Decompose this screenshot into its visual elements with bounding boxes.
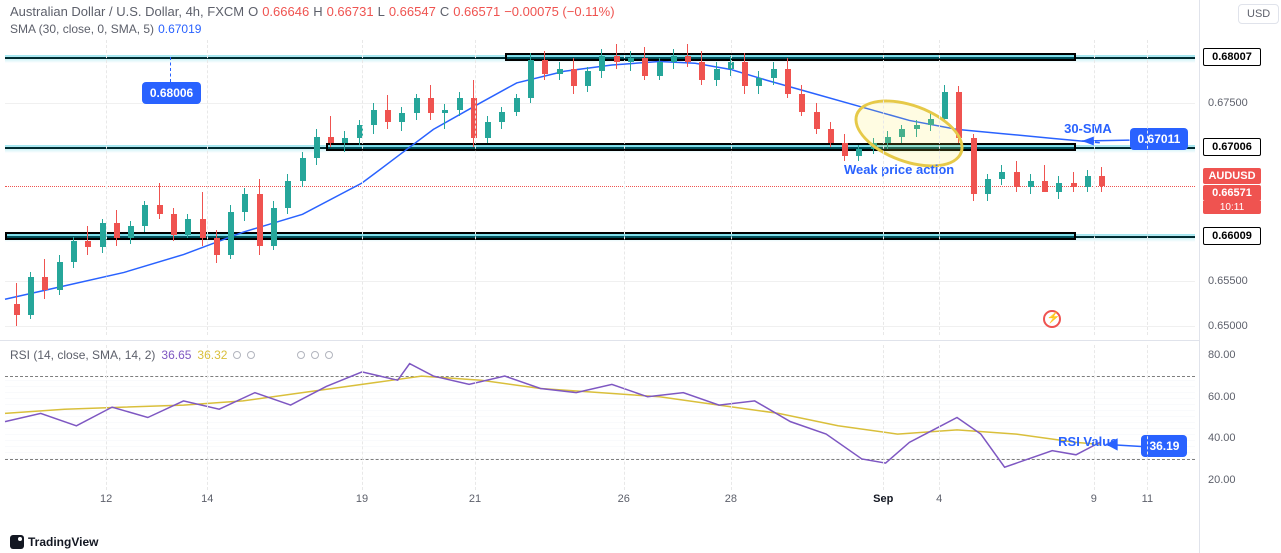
tradingview-icon	[10, 535, 24, 549]
time-tick: 26	[618, 493, 630, 505]
rsi-title-row: RSI (14, close, SMA, 14, 2) 36.65 36.32	[10, 348, 333, 362]
chart-area[interactable]: 30-SMA0.670110.68006Weak price action RS…	[0, 0, 1200, 553]
tradingview-logo[interactable]: TradingView	[10, 535, 98, 549]
price-level-badge: 0.68007	[1203, 48, 1261, 66]
time-tick: 9	[1091, 493, 1097, 505]
indicator-dot-icon	[247, 351, 255, 359]
time-tick: Sep	[873, 493, 893, 505]
rsi-panel[interactable]: RSI Value36.19	[5, 345, 1195, 490]
indicator-dot-icon	[311, 351, 319, 359]
rsi-tick: 20.00	[1200, 474, 1281, 486]
rsi-val2: 36.32	[197, 348, 227, 362]
indicator-dot-icon	[325, 351, 333, 359]
rsi-tick: 40.00	[1200, 432, 1281, 444]
time-tick: 14	[201, 493, 213, 505]
price-tick: 0.67500	[1200, 97, 1281, 109]
time-tick: 12	[100, 493, 112, 505]
price-tick: 0.65500	[1200, 275, 1281, 287]
indicator-dot-icon	[297, 351, 305, 359]
weak-price-label: Weak price action	[844, 162, 954, 177]
tradingview-text: TradingView	[28, 535, 98, 549]
time-tick: 21	[469, 493, 481, 505]
time-tick: 11	[1142, 493, 1153, 505]
price-level-badge: 0.67006	[1203, 138, 1261, 156]
rsi-title[interactable]: RSI (14, close, SMA, 14, 2)	[10, 348, 155, 362]
indicator-dot-icon	[233, 351, 241, 359]
price-annotation-box[interactable]: 0.68006	[142, 82, 201, 104]
last-price-badge: AUDUSD0.6657110:11	[1203, 168, 1261, 214]
replay-icon[interactable]	[1043, 310, 1061, 328]
price-level-badge: 0.66009	[1203, 227, 1261, 245]
time-tick: 28	[725, 493, 737, 505]
time-tick: 19	[356, 493, 368, 505]
rsi-tick: 60.00	[1200, 391, 1281, 403]
rsi-tick: 80.00	[1200, 349, 1281, 361]
price-panel[interactable]: 30-SMA0.670110.68006Weak price action	[5, 40, 1195, 335]
time-tick: 4	[936, 493, 942, 505]
rsi-val1: 36.65	[161, 348, 191, 362]
price-tick: 0.65000	[1200, 320, 1281, 332]
price-axis[interactable]: 0.68007 0.67500 0.67006 AUDUSD0.6657110:11 0…	[1200, 0, 1281, 553]
time-axis[interactable]: 12 14 19 21 26 28 Sep 4 9 11	[5, 490, 1195, 514]
